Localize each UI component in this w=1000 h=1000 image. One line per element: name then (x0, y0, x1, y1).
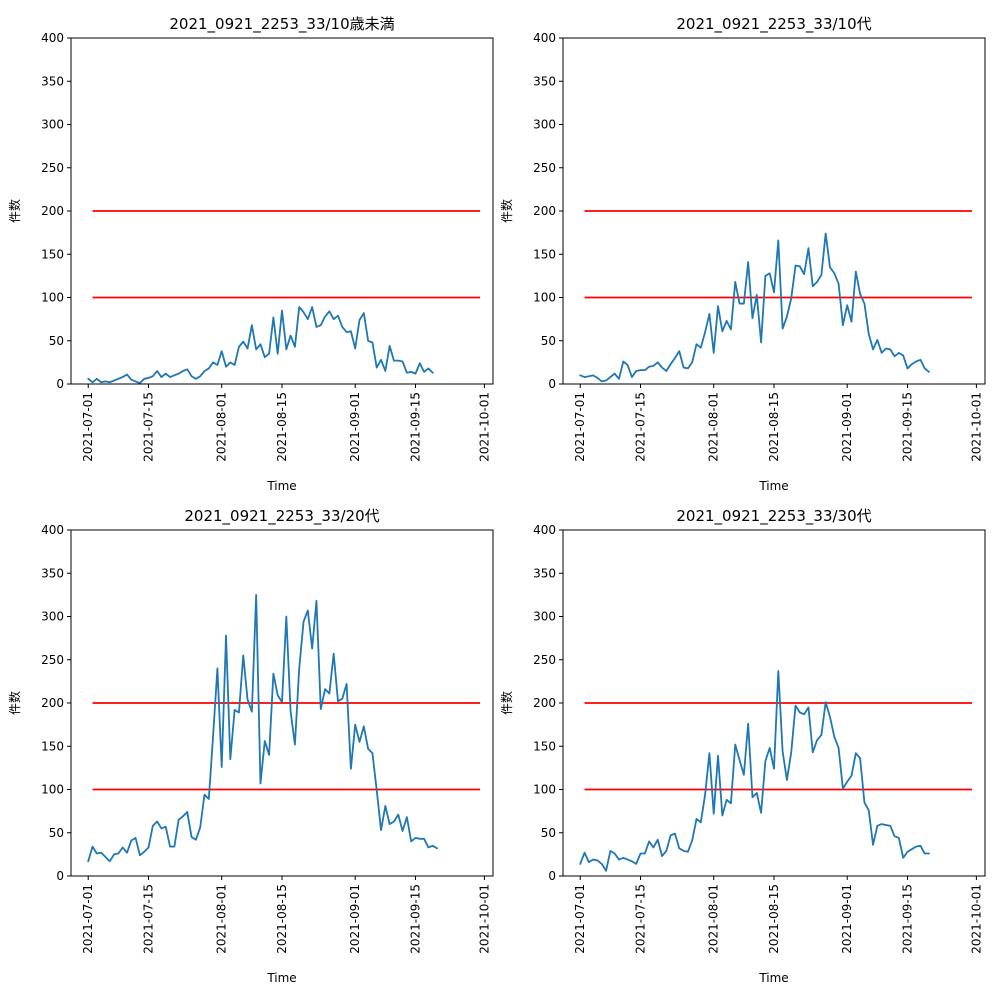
x-axis-label: Time (266, 971, 296, 985)
x-tick-label: 2021-07-15 (142, 392, 156, 462)
series-line-1 (87, 306, 434, 385)
y-tick-label: 350 (533, 74, 556, 88)
x-tick-label: 2021-10-01 (477, 392, 491, 462)
y-tick-label: 250 (533, 161, 556, 175)
x-tick-label: 2021-09-01 (348, 392, 362, 462)
x-tick-label: 2021-10-01 (969, 884, 983, 954)
x-axis-label: Time (758, 479, 788, 493)
series-line-1 (579, 232, 930, 383)
y-tick-label: 100 (41, 291, 64, 305)
chart-panel-1: 0 50 100 150 200 250 300 350 400 2021-07-01 2021-0… (7, 15, 494, 493)
y-tick-label: 150 (41, 247, 64, 261)
chart-panel-2: 0 50 100 150 200 250 300 350 400 2021-07-01 2021-0… (499, 15, 986, 493)
y-tick-label: 300 (533, 118, 556, 132)
x-tick-label: 2021-07-15 (634, 884, 648, 954)
y-tick-label: 200 (41, 204, 64, 218)
y-tick-label: 100 (533, 783, 556, 797)
x-tick-label: 2021-08-15 (767, 884, 781, 954)
x-tick-label: 2021-07-01 (573, 884, 587, 954)
y-tick-label: 350 (41, 566, 64, 580)
chart-panel-4: 0 50 100 150 200 250 300 350 400 2021-07-01 2021-0… (499, 507, 986, 985)
y-tick-label: 200 (41, 696, 64, 710)
x-tick-label: 2021-08-01 (707, 392, 721, 462)
y-tick-label: 400 (41, 31, 64, 45)
y-tick-label: 350 (41, 74, 64, 88)
x-tick-label: 2021-08-01 (215, 392, 229, 462)
y-tick-label: 300 (533, 610, 556, 624)
y-tick-label: 300 (41, 118, 64, 132)
x-tick-label: 2021-09-15 (900, 392, 914, 462)
y-tick-label: 0 (548, 869, 556, 883)
x-tick-label: 2021-09-01 (840, 884, 854, 954)
x-tick-label: 2021-10-01 (969, 392, 983, 462)
x-tick-label: 2021-09-15 (408, 392, 422, 462)
y-tick-label: 150 (533, 247, 556, 261)
y-tick-label: 50 (541, 334, 556, 348)
y-tick-label: 150 (533, 739, 556, 753)
x-tick-label: 2021-09-01 (840, 392, 854, 462)
y-tick-label: 400 (533, 523, 556, 537)
y-tick-label: 300 (41, 610, 64, 624)
x-tick-label: 2021-08-15 (767, 392, 781, 462)
y-tick-label: 250 (41, 161, 64, 175)
y-tick-label: 100 (533, 291, 556, 305)
y-tick-label: 200 (533, 204, 556, 218)
y-tick-label: 350 (533, 566, 556, 580)
x-axis-label: Time (758, 971, 788, 985)
x-tick-label: 2021-07-15 (634, 392, 648, 462)
y-axis-label: 件数 (499, 691, 514, 715)
y-tick-label: 50 (49, 334, 64, 348)
y-tick-label: 100 (41, 783, 64, 797)
y-tick-label: 0 (56, 869, 64, 883)
series-line-1 (579, 670, 930, 872)
series-line-1 (87, 593, 438, 863)
x-tick-label: 2021-07-01 (81, 392, 95, 462)
x-tick-label: 2021-08-15 (275, 392, 289, 462)
x-tick-label: 2021-07-01 (573, 392, 587, 462)
chart-title: 2021_0921_2253_33/30代 (676, 507, 871, 526)
y-axis-label: 件数 (7, 199, 22, 223)
x-tick-label: 2021-09-01 (348, 884, 362, 954)
x-tick-label: 2021-08-01 (707, 884, 721, 954)
y-tick-label: 200 (533, 696, 556, 710)
y-tick-label: 250 (533, 653, 556, 667)
x-tick-label: 2021-09-15 (900, 884, 914, 954)
y-tick-label: 0 (548, 377, 556, 391)
y-tick-label: 50 (49, 826, 64, 840)
x-tick-label: 2021-08-01 (215, 884, 229, 954)
chart-title: 2021_0921_2253_33/20代 (184, 507, 379, 526)
x-tick-label: 2021-10-01 (477, 884, 491, 954)
chart-panel-3: 0 50 100 150 200 250 300 350 400 2021-07-01 2021-0… (7, 507, 494, 985)
y-tick-label: 0 (56, 377, 64, 391)
y-tick-label: 400 (41, 523, 64, 537)
y-tick-label: 50 (541, 826, 556, 840)
x-axis-label: Time (266, 479, 296, 493)
y-axis-label: 件数 (7, 691, 22, 715)
x-tick-label: 2021-08-15 (275, 884, 289, 954)
y-axis-label: 件数 (499, 199, 514, 223)
chart-title: 2021_0921_2253_33/10歳未満 (169, 15, 394, 34)
y-tick-label: 250 (41, 653, 64, 667)
x-tick-label: 2021-07-15 (142, 884, 156, 954)
chart-title: 2021_0921_2253_33/10代 (676, 15, 871, 34)
y-tick-label: 150 (41, 739, 64, 753)
y-tick-label: 400 (533, 31, 556, 45)
x-tick-label: 2021-07-01 (81, 884, 95, 954)
x-tick-label: 2021-09-15 (408, 884, 422, 954)
